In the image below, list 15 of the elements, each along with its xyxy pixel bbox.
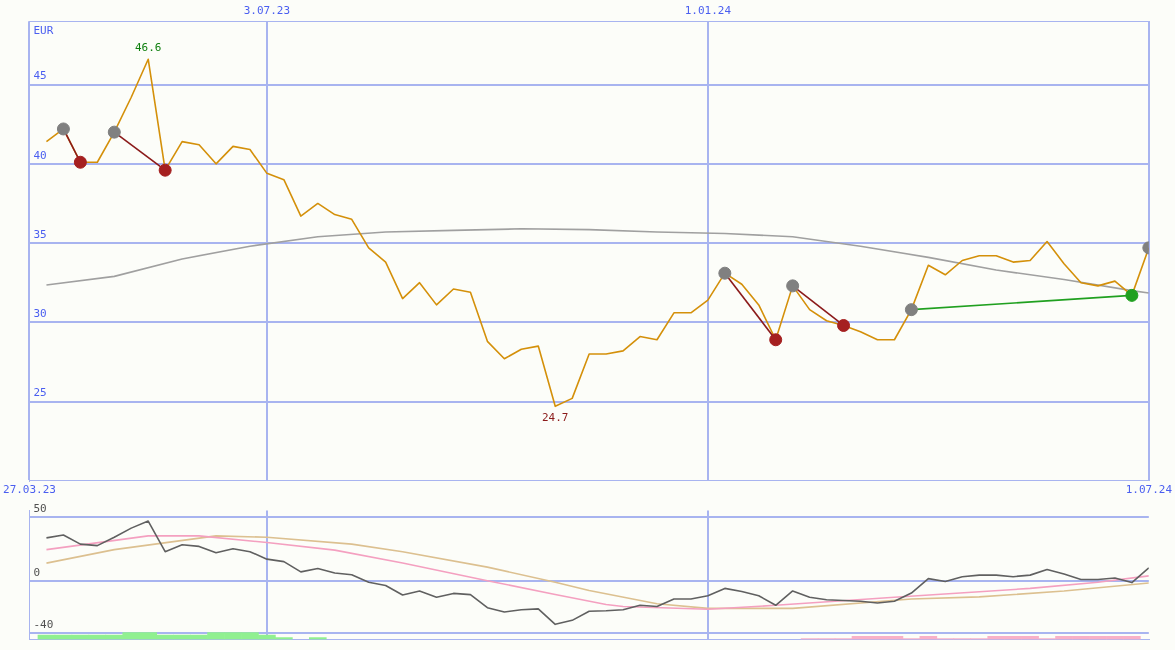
y-tick-label: 45 [33, 69, 47, 83]
y-axis-title: EUR [33, 23, 54, 37]
y-tick-label: 0 [33, 566, 41, 580]
x2-tick-label: 3.07.23 [243, 4, 291, 18]
y-tick-label: 25 [33, 386, 47, 400]
x2-tick-label: 1.01.24 [684, 4, 732, 18]
y-tick-label: 35 [33, 227, 47, 241]
y-tick-label: 50 [33, 501, 47, 515]
annotation: 24.7 [541, 410, 569, 424]
x-tick-label: 27.03.23 [3, 483, 56, 497]
x-tick-label: 1.07.24 [1125, 483, 1173, 497]
annotation: 46.6 [134, 40, 162, 54]
y-tick-label: -40 [33, 617, 54, 631]
y-tick-label: 30 [33, 307, 47, 321]
y-tick-label: 40 [33, 148, 47, 162]
